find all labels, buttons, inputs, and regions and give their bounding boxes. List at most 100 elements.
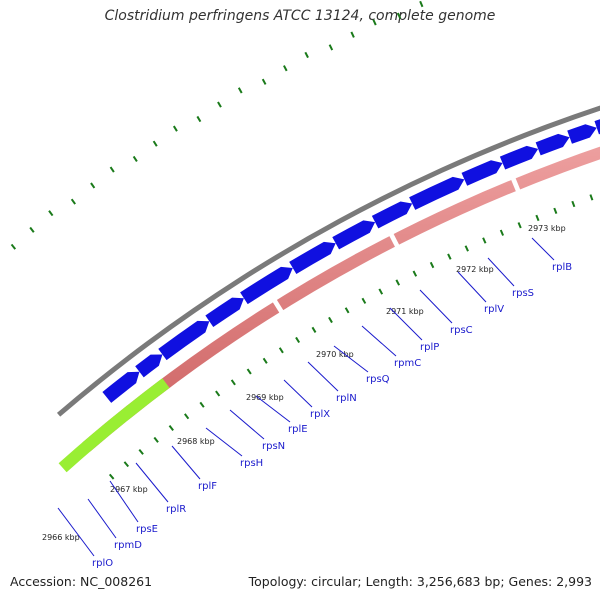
forward-gene [461, 160, 503, 186]
forward-gene [158, 320, 210, 361]
forward-gene [102, 371, 140, 403]
kbp-label: 2970 kbp [316, 350, 354, 359]
gene-label: rpsS [512, 288, 534, 299]
kbp-label: 2968 kbp [177, 437, 215, 446]
gc-tick [261, 78, 267, 85]
gene-label: rplF [198, 481, 217, 492]
gc-tick [108, 473, 115, 480]
gc-tick [132, 155, 138, 163]
gc-tick [447, 253, 452, 260]
gc-tick [70, 198, 76, 205]
label-leader-line [87, 498, 117, 539]
label-leader-line [531, 237, 555, 261]
gc-tick [48, 210, 54, 217]
map-title: Clostridium perfringens ATCC 13124, comp… [104, 8, 496, 24]
gc-tick [230, 379, 236, 386]
gc-tick [304, 51, 309, 59]
gc-tick [378, 288, 384, 295]
gc-tick [184, 413, 190, 420]
gc-tick [412, 270, 418, 277]
gene-label: rpmD [114, 540, 142, 551]
gc-tick [589, 194, 594, 201]
kbp-label: 2973 kbp [528, 224, 566, 233]
label-leader-line [283, 379, 313, 408]
label-leader-line [255, 395, 291, 423]
gene-label: rpsH [240, 458, 263, 469]
kbp-ruler: 2966 kbp 2967 kbp 2968 kbp 2969 kbp 2970 kbp… [42, 224, 566, 542]
kbp-label: 2972 kbp [456, 265, 494, 274]
gc-tick [553, 207, 558, 215]
gc-tick [215, 390, 221, 397]
gc-tick [172, 125, 178, 132]
gc-tick [153, 436, 159, 443]
gc-tick [90, 182, 96, 189]
gc-tick [517, 222, 522, 229]
gc-tick [123, 461, 130, 468]
segment-gap [388, 233, 400, 248]
reverse-strand-track [58, 146, 600, 473]
forward-gene [567, 124, 597, 144]
kbp-label: 2971 kbp [386, 307, 424, 316]
gc-tick [395, 279, 401, 286]
gc-tick [328, 316, 333, 324]
forward-gene [135, 354, 163, 378]
forward-gene [409, 176, 465, 210]
forward-gene [205, 297, 244, 328]
gc-tick [196, 115, 202, 123]
gc-tick [350, 31, 355, 38]
gc-tick [10, 243, 17, 250]
label-leader-line [229, 409, 265, 440]
label-leader-line [171, 445, 201, 480]
label-leader-line [205, 427, 243, 457]
forward-strand-track [102, 119, 600, 403]
gc-tick [199, 401, 205, 408]
gene-label: rplE [288, 424, 308, 435]
gc-tick [152, 140, 158, 147]
label-leader-line [389, 307, 423, 341]
gc-tick [328, 44, 334, 51]
gc-tick [138, 448, 144, 455]
gc-tick [311, 326, 317, 333]
gc-tick [571, 200, 576, 208]
forward-gene [594, 119, 600, 135]
gc-tick [295, 336, 301, 344]
label-leader-line [57, 507, 95, 557]
gc-tick [29, 226, 35, 233]
gc-tick [535, 214, 540, 222]
gc-tick [237, 87, 243, 94]
gc-tick [361, 297, 367, 304]
gene-label: rpsC [450, 325, 473, 336]
gene-label: rplR [166, 504, 186, 515]
label-leader-line [419, 289, 453, 324]
label-leader-line [135, 462, 169, 503]
label-leader-line [457, 271, 487, 303]
gc-tick [372, 19, 377, 26]
forward-gene [371, 201, 413, 229]
forward-gene [499, 145, 539, 170]
gc-tick [283, 65, 288, 72]
gc-tick [168, 425, 174, 431]
segment-gap [272, 299, 284, 314]
other-feature [58, 378, 170, 473]
kbp-label: 2967 kbp [110, 485, 148, 494]
gc-tick [419, 0, 424, 8]
gene-label: rplV [484, 304, 504, 315]
gc-skew-track [10, 0, 594, 480]
gc-tick [396, 12, 402, 19]
label-leader-line [333, 345, 369, 373]
gc-tick [109, 166, 115, 173]
gene-label: rplB [552, 262, 572, 273]
forward-gene [332, 220, 376, 250]
forward-gene [535, 133, 570, 156]
gene-label: rplO [92, 558, 113, 569]
gc-tick [344, 307, 350, 314]
gc-tick [246, 368, 252, 375]
segment-gap [510, 177, 521, 193]
kbp-label: 2969 kbp [246, 393, 284, 402]
gc-tick [499, 229, 505, 236]
label-leader-line [109, 480, 139, 523]
gene-label: rplN [336, 393, 357, 404]
gene-label: rpsE [136, 524, 158, 535]
